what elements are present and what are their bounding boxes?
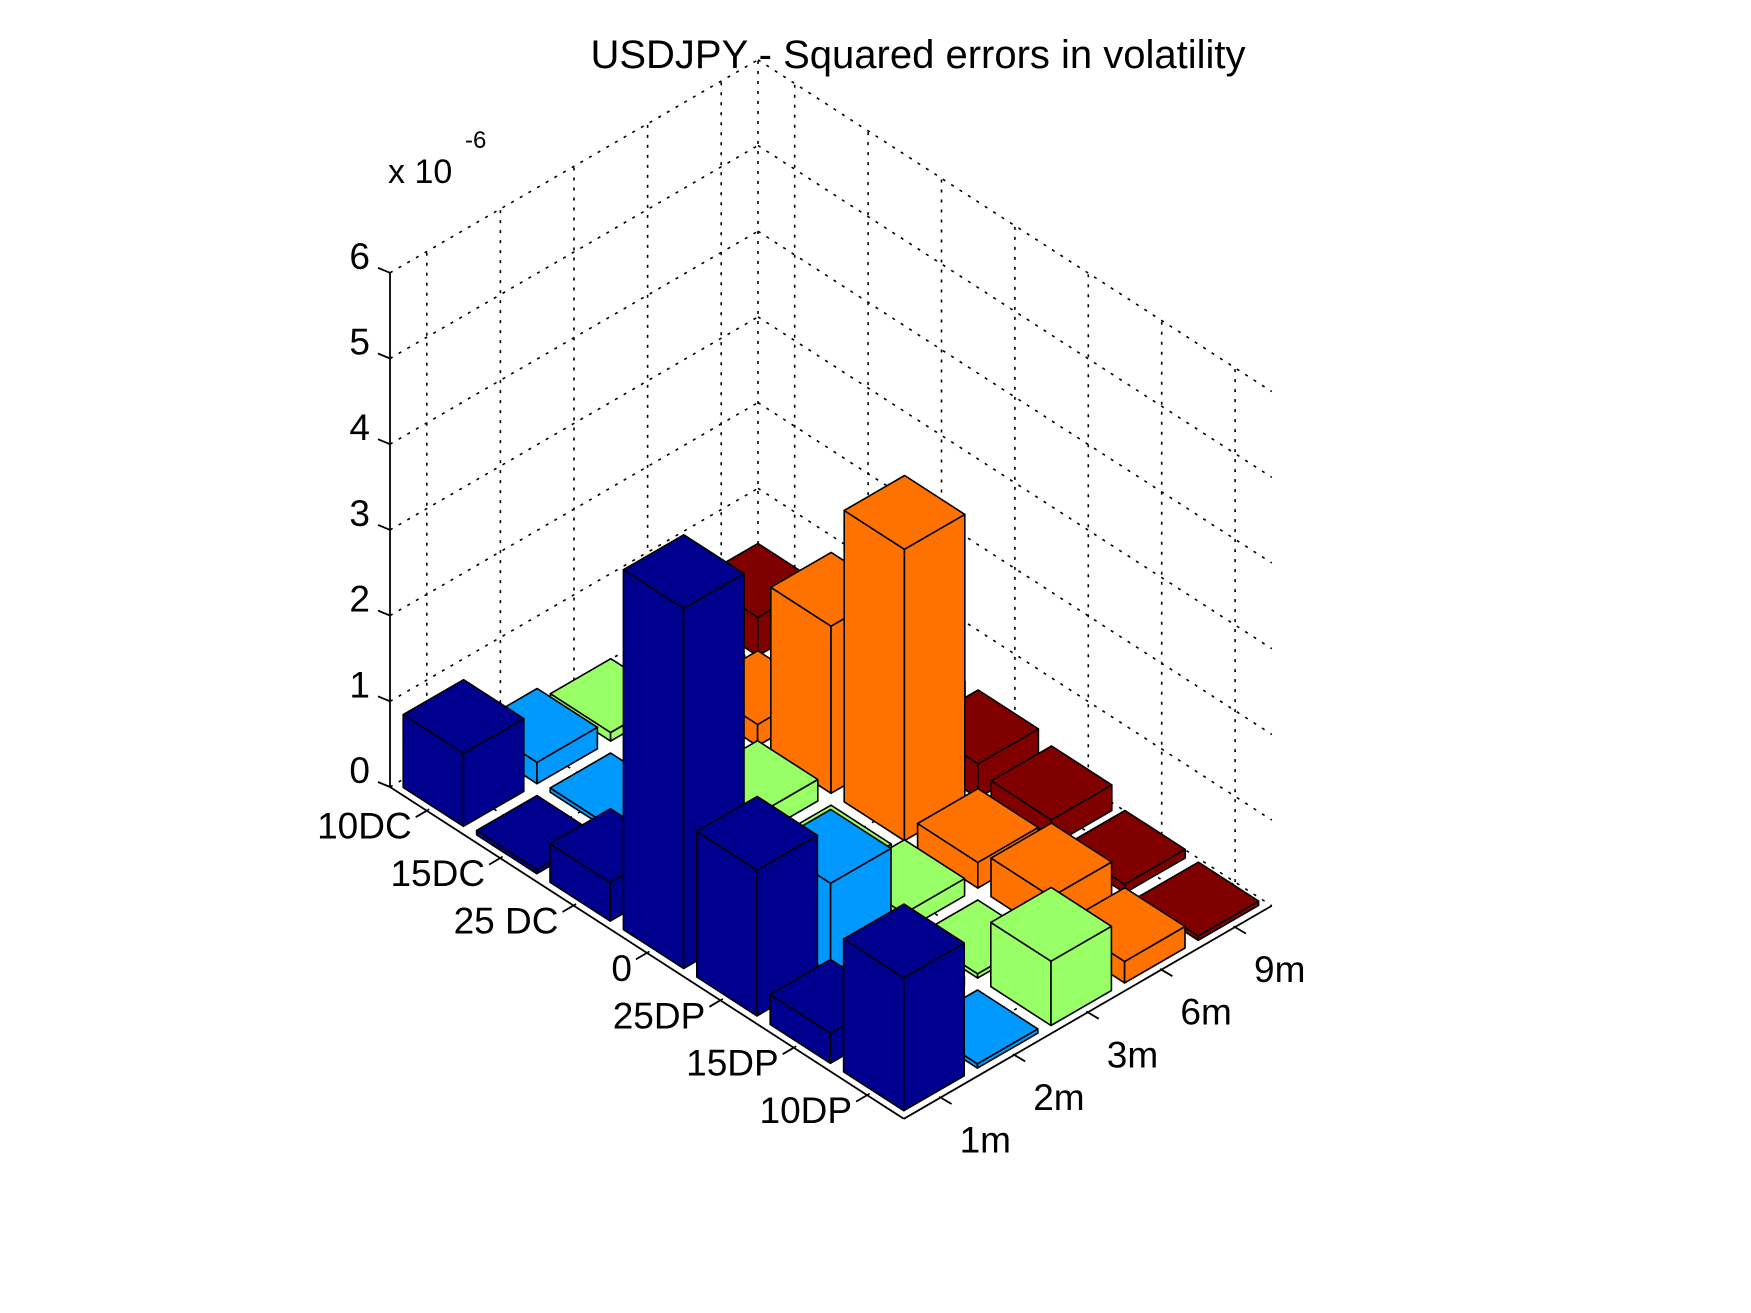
bar-right-face (903, 513, 966, 842)
labels-layer: 0 1 2 3 4 5 6 10DC 15DC 25 DC 0 25DP 15DP 10DP 1m 2m 3m 6… (317, 236, 1305, 1161)
y-tick-label-3: 6m (1180, 992, 1231, 1033)
y-tick-label-2: 3m (1107, 1034, 1158, 1075)
x-tick-label-6: 10DP (760, 1090, 853, 1131)
z-tick-label-2: 2 (349, 579, 370, 620)
axis-layer (377, 266, 1273, 1120)
bar-left-face (622, 568, 685, 970)
chart-title: USDJPY - Squared errors in volatility (590, 33, 1245, 77)
grid-line-6 (389, 487, 759, 702)
exponent-base-label: x 10 (388, 153, 452, 191)
z-tick-label-1: 1 (349, 664, 370, 705)
x-tick-mark-2 (488, 857, 501, 866)
bar-left-face (843, 509, 906, 842)
z-tick-mark-0 (377, 781, 391, 788)
bar-top-face (843, 474, 966, 551)
z-tick-mark-4 (377, 438, 391, 446)
bar-9m-25DP (990, 745, 1113, 847)
grid-line-8 (389, 316, 759, 531)
y-tick-label-4: 9m (1254, 949, 1305, 990)
x-tick-mark-1 (415, 809, 428, 818)
y-tick-label-0: 1m (960, 1120, 1011, 1161)
y-tick-label-1: 2m (1033, 1077, 1084, 1118)
y-tick-mark-2 (1013, 1054, 1026, 1063)
x-tick-mark-5 (708, 999, 721, 1008)
grid-line-9 (389, 230, 759, 445)
grid-line-22 (757, 316, 1273, 650)
y-tick-mark-3 (1087, 1011, 1100, 1020)
bar-top-face (695, 795, 819, 872)
exponent-superscript-label: -6 (465, 127, 486, 154)
z-tick-mark-1 (377, 695, 391, 703)
x-tick-label-5: 15DP (686, 1043, 779, 1084)
bar-3m-10DP (989, 886, 1113, 1027)
bar-top-face (990, 822, 1113, 898)
z-tick-mark-5 (377, 352, 391, 360)
z-tick-mark-2 (377, 609, 391, 617)
bar-top-face (622, 533, 745, 610)
bar-1m-25DP (695, 795, 819, 1017)
bar-top-face (842, 903, 966, 979)
z-tick-label-3: 3 (349, 493, 370, 534)
bar-6m-0 (843, 474, 966, 842)
y-tick-mark-1 (940, 1096, 953, 1105)
x-tick-label-1: 15DC (390, 853, 485, 894)
bar-1m-10DC (402, 678, 525, 828)
x-tick-label-2: 25 DC (454, 901, 559, 942)
bar-1m-10DP (842, 903, 966, 1112)
bar-top-face (916, 787, 1039, 864)
x-tick-mark-4 (635, 952, 648, 961)
x-tick-mark-3 (562, 904, 574, 913)
x-tick-mark-7 (855, 1094, 868, 1103)
grid-line-24 (757, 144, 1273, 478)
grid-line-23 (757, 230, 1273, 564)
z-tick-label-4: 4 (349, 407, 370, 448)
z-tick-label-6: 6 (349, 236, 370, 277)
bar-top-face (989, 886, 1113, 963)
grid-line-25 (757, 59, 1273, 393)
z-tick-label-5: 5 (349, 322, 370, 363)
y-tick-mark-4 (1160, 968, 1173, 977)
z-tick-label-0: 0 (349, 750, 370, 791)
x-tick-label-4: 25DP (613, 995, 706, 1036)
z-tick-mark-6 (377, 266, 391, 274)
grid-line-7 (389, 401, 759, 617)
y-tick-mark-5 (1234, 926, 1247, 935)
x-tick-label-3: 0 (611, 948, 632, 989)
bars-layer (402, 474, 1260, 1112)
grid-line-21 (757, 401, 1273, 736)
grid-line-11 (389, 59, 759, 274)
bar-top-face (990, 745, 1113, 821)
grid-line-10 (389, 144, 759, 360)
z-tick-mark-3 (377, 524, 391, 531)
x-tick-mark-6 (782, 1046, 795, 1055)
bar-top-face (402, 678, 525, 755)
x-tick-label-0: 10DC (317, 806, 412, 847)
